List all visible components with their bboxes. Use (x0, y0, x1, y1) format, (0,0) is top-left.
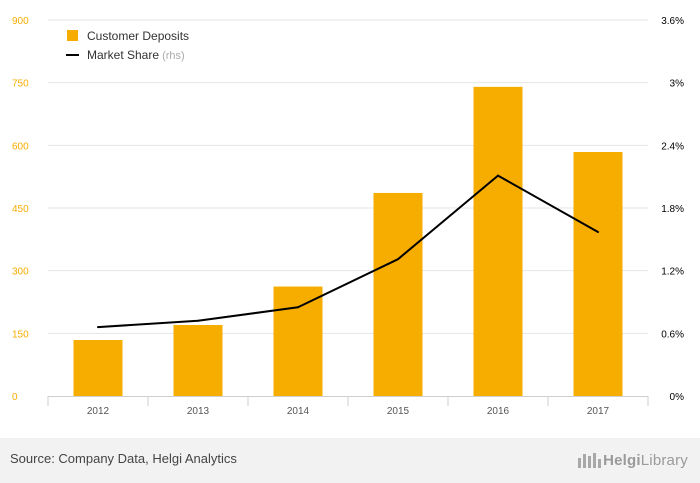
legend: Customer Deposits Market Share (rhs) (66, 29, 189, 62)
gridlines (48, 19, 648, 334)
market-share-line (97, 174, 599, 329)
left-tick-label: 300 (12, 267, 29, 278)
legend-label-bar: Customer Deposits (87, 29, 189, 43)
footer: Source: Company Data, Helgi Analytics He… (0, 438, 700, 483)
source-note: Source: Company Data, Helgi Analytics (10, 451, 237, 466)
right-axis-labels: 0% 0.6% 1.2% 1.8% 2.4% 3% 3.6% (661, 16, 684, 403)
line-point-2017 (597, 231, 599, 234)
line-point-2013 (197, 319, 199, 322)
left-axis-labels: 0 150 300 450 600 750 900 (12, 16, 29, 403)
bar-series (73, 86, 623, 396)
right-tick-label: 1.2% (661, 267, 684, 278)
x-tick-label: 2013 (187, 406, 210, 417)
line-point-2016 (497, 174, 499, 177)
library-logo-icon (578, 453, 602, 468)
x-tick-label: 2017 (587, 406, 610, 417)
line-point-2014 (297, 306, 299, 309)
bar-2017 (573, 152, 623, 396)
right-tick-label: 3.6% (661, 16, 684, 27)
right-tick-label: 0% (670, 392, 685, 403)
right-tick-label: 1.8% (661, 204, 684, 215)
x-tick-label: 2012 (87, 406, 110, 417)
x-tick-label: 2016 (487, 406, 510, 417)
line-series (97, 174, 599, 329)
helgi-library-logo[interactable]: HelgiLibrary (577, 448, 688, 472)
right-tick-label: 3% (670, 79, 685, 90)
left-tick-label: 450 (12, 204, 29, 215)
left-tick-label: 0 (12, 392, 18, 403)
legend-label-line: Market Share (rhs) (87, 48, 185, 62)
bar-2012 (73, 340, 123, 396)
right-tick-label: 0.6% (661, 329, 684, 340)
x-tick-label: 2014 (287, 406, 310, 417)
left-tick-label: 150 (12, 329, 29, 340)
right-tick-label: 2.4% (661, 141, 684, 152)
line-point-2015 (397, 258, 399, 261)
legend-swatch-bar (67, 30, 78, 41)
left-tick-label: 900 (12, 16, 29, 27)
bar-2014 (273, 286, 323, 396)
left-tick-label: 750 (12, 79, 29, 90)
x-tick-label: 2015 (387, 406, 410, 417)
bar-2015 (373, 192, 423, 396)
bar-2013 (173, 324, 223, 396)
legend-rhs-note: (rhs) (159, 50, 185, 62)
x-axis: 2012 2013 2014 2015 2016 2017 (47, 396, 649, 417)
left-tick-label: 600 (12, 141, 29, 152)
logo-text: HelgiLibrary (603, 451, 688, 469)
bar-2016 (473, 86, 523, 396)
line-point-2012 (97, 326, 99, 329)
